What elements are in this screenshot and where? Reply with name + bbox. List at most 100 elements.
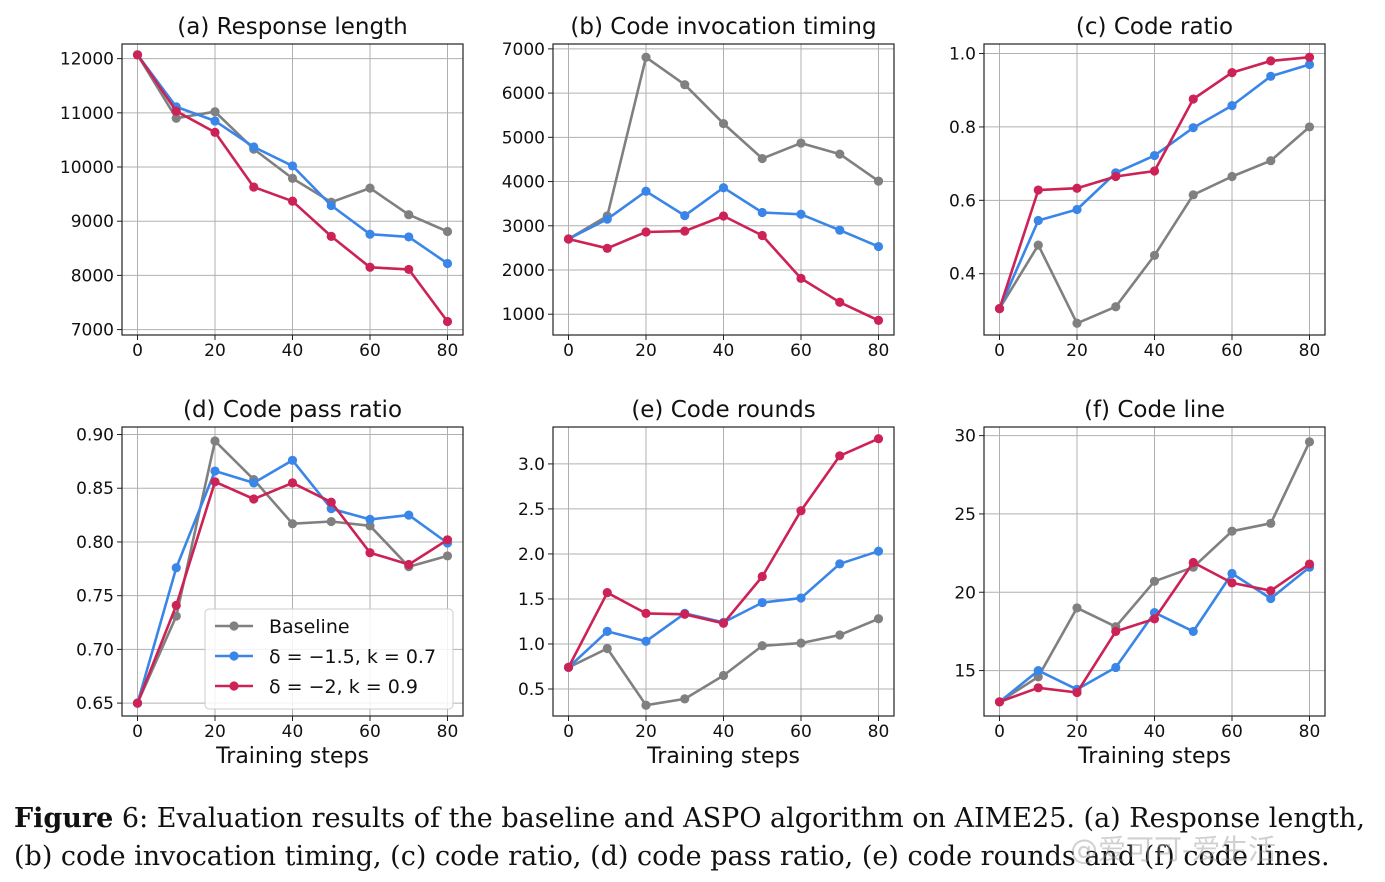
data-point-series-1 [680, 80, 690, 90]
x-tick-label: 80 [437, 341, 459, 361]
data-point-series-3 [1149, 166, 1160, 176]
y-tick-label: 9000 [71, 212, 114, 232]
x-tick-label: 80 [1299, 722, 1321, 742]
y-tick-label: 0.4 [949, 265, 976, 285]
x-tick-label: 40 [713, 341, 735, 361]
data-point-series-2 [287, 455, 298, 465]
data-point-series-1 [287, 173, 298, 183]
subplot-5: 0 20 40 60 80 0.5 1.0 1.5 2.0 2.5 3.0 (e) Code roun… [518, 397, 895, 769]
x-tick-label: 80 [1299, 341, 1321, 361]
data-point-series-3 [641, 227, 651, 237]
data-point-series-3 [1188, 94, 1198, 104]
data-point-series-2 [365, 514, 375, 524]
data-point-series-3 [680, 609, 690, 619]
data-point-series-3 [442, 535, 453, 545]
data-point-series-1 [210, 436, 220, 446]
y-tick-label: 10000 [60, 158, 114, 178]
data-point-series-1 [1304, 122, 1315, 132]
data-point-series-3 [718, 618, 729, 628]
y-tick-label: 15 [954, 662, 976, 682]
data-point-series-1 [757, 153, 767, 164]
data-point-series-2 [1033, 665, 1043, 676]
data-point-series-3 [757, 571, 767, 582]
data-point-series-2 [602, 214, 612, 224]
data-point-series-3 [757, 230, 767, 241]
data-point-series-2 [757, 597, 767, 608]
data-point-series-1 [1304, 437, 1315, 447]
data-point-series-2 [442, 258, 453, 269]
x-tick-label: 20 [635, 341, 657, 361]
subplot-2: 0 20 40 60 80 1000 2000 3000 4000 5000 6000 7000 (b)… [502, 14, 895, 361]
y-tick-label: 0.65 [76, 694, 114, 714]
data-point-series-1 [326, 516, 336, 527]
y-tick-label: 20 [954, 583, 976, 603]
data-point-series-3 [1149, 614, 1160, 624]
data-point-series-3 [287, 196, 298, 206]
data-point-series-2 [1266, 71, 1276, 81]
data-point-series-2 [210, 466, 220, 476]
data-point-series-3 [1304, 52, 1315, 62]
data-point-series-3 [563, 662, 574, 672]
data-point-series-2 [1111, 662, 1121, 673]
data-point-series-3 [1033, 185, 1043, 195]
data-point-series-3 [641, 608, 651, 618]
data-point-series-3 [835, 297, 845, 307]
y-tick-label: 11000 [60, 104, 114, 124]
data-point-series-2 [1266, 593, 1276, 604]
data-point-series-1 [1188, 190, 1198, 200]
caption-text: : Evaluation results of the baseline and… [14, 803, 1365, 872]
x-tick-label: 60 [790, 341, 812, 361]
data-point-series-2 [404, 232, 414, 242]
y-tick-label: 8000 [71, 266, 114, 286]
data-point-series-3 [1188, 557, 1198, 568]
data-point-series-3 [796, 273, 806, 283]
y-tick-label: 30 [954, 427, 976, 447]
data-point-series-3 [1111, 626, 1121, 637]
data-point-series-3 [1072, 183, 1082, 193]
data-point-series-2 [1188, 626, 1198, 637]
legend-swatch-marker [229, 651, 239, 661]
x-tick-label: 20 [1066, 722, 1088, 742]
y-tick-label: 2.5 [518, 500, 545, 520]
legend-label: δ = −2, k = 0.9 [269, 676, 418, 698]
data-point-series-1 [873, 614, 884, 624]
x-tick-label: 60 [359, 722, 381, 742]
data-point-series-1 [287, 519, 298, 529]
data-point-series-3 [873, 315, 884, 326]
y-tick-label: 12000 [60, 50, 114, 70]
x-tick-label: 80 [868, 341, 890, 361]
y-tick-label: 2000 [502, 261, 545, 281]
y-tick-label: 1.0 [518, 635, 545, 655]
data-point-series-1 [641, 52, 651, 62]
data-point-series-3 [602, 588, 612, 598]
data-point-series-2 [1227, 568, 1237, 579]
legend-label: Baseline [269, 616, 350, 638]
legend-swatch-marker [229, 681, 239, 691]
x-axis-label: Training steps [1077, 744, 1231, 769]
data-point-series-3 [1304, 559, 1315, 569]
data-point-series-1 [873, 176, 884, 186]
x-tick-label: 40 [1144, 341, 1166, 361]
data-point-series-3 [365, 262, 375, 272]
y-tick-label: 1.0 [949, 45, 976, 65]
data-point-series-3 [718, 211, 729, 221]
data-point-series-1 [1072, 318, 1082, 328]
data-point-series-3 [1266, 586, 1276, 596]
data-point-series-2 [1304, 59, 1315, 70]
data-point-series-1 [680, 694, 690, 704]
x-tick-label: 0 [132, 722, 143, 742]
subplot-6: 0 20 40 60 80 15 20 25 30 (f) Code line Training s… [954, 397, 1326, 769]
data-point-series-1 [835, 149, 845, 159]
data-point-series-3 [796, 506, 806, 516]
data-point-series-3 [1266, 56, 1276, 66]
data-point-series-1 [1072, 603, 1082, 613]
data-point-series-3 [873, 434, 884, 444]
data-point-series-2 [757, 207, 767, 218]
data-point-series-2 [873, 546, 884, 556]
data-point-series-3 [835, 451, 845, 461]
x-tick-label: 40 [282, 341, 304, 361]
x-tick-label: 20 [635, 722, 657, 742]
data-point-series-1 [1111, 302, 1121, 312]
y-tick-label: 0.70 [76, 640, 114, 660]
x-axis-label: Training steps [215, 744, 369, 769]
